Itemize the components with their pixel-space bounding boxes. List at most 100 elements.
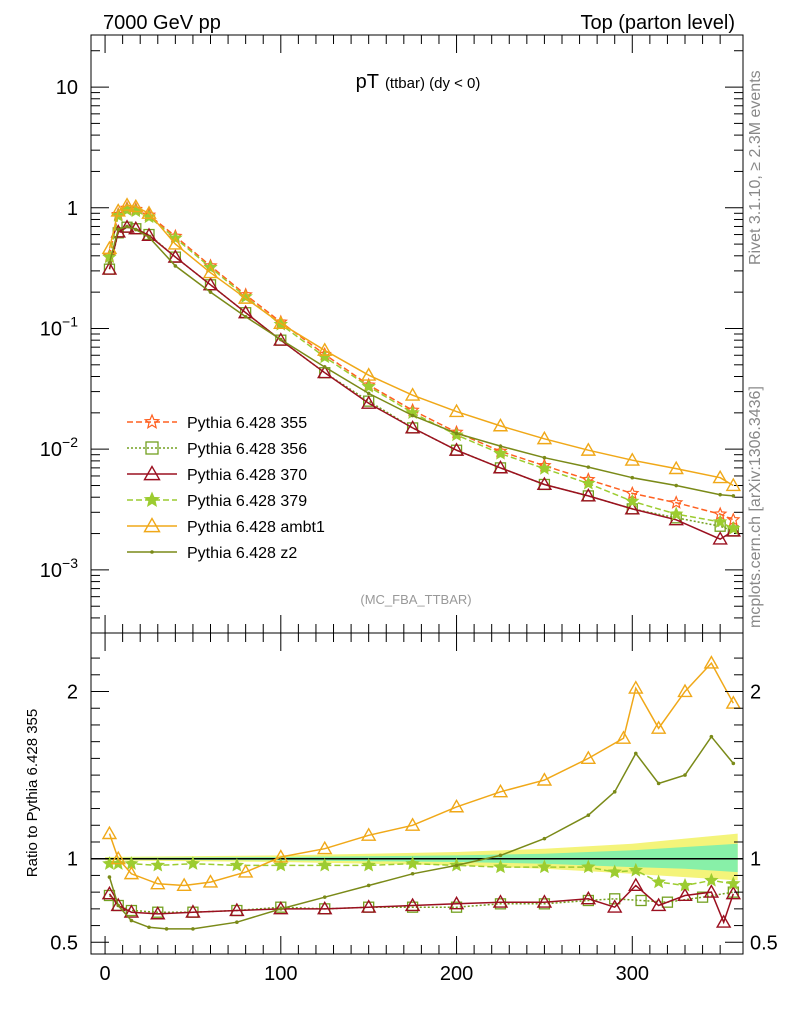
data-point-triangle [703,884,720,898]
x-tick-label: 100 [264,963,297,985]
main-series [101,197,742,545]
data-point-triangle [360,395,377,409]
data-point-star [273,857,288,872]
data-point-triangle [492,459,509,474]
y-tick-label-exp: −3 [62,555,78,571]
data-point-dot [147,235,151,240]
data-point-star [625,493,640,508]
data-point-triangle [360,899,377,913]
series-line [108,884,735,925]
data-point-triangle [628,877,644,892]
y-tick-label-exp: −1 [62,313,78,329]
data-point-triangle [650,897,667,912]
data-point-star [361,379,376,393]
header-left: 7000 GeV pp [103,12,221,34]
data-point-triangle [101,825,118,840]
data-point-dot [612,790,617,794]
data-point-dot [107,261,112,265]
data-point-triangle [202,276,219,291]
data-point-triangle [143,465,161,481]
data-point-triangle [624,501,640,515]
y-tick-label-exp: −2 [62,434,78,450]
data-point-triangle [360,367,377,381]
data-point-triangle [273,315,289,330]
data-point-triangle [580,488,597,502]
x-tick-label: 0 [99,963,110,985]
ratio-ylabel: Ratio to Pythia 6.428 355 [24,709,41,877]
data-point-dot [498,444,503,448]
data-point-triangle [167,249,184,263]
data-point-star [537,461,552,475]
data-point-triangle [273,849,289,863]
data-point-dot [542,836,547,841]
data-point-star [726,876,741,890]
y-tick-label-base: 10 [40,318,62,340]
legend-item: Pythia 6.428 356 [127,441,307,458]
data-point-triangle [725,885,742,900]
data-point-dot [731,494,736,498]
analysis-label: (MC_FBA_TTBAR) [360,592,471,607]
series-pythia-6-428-z2 [107,224,736,498]
data-point-dot [116,903,121,908]
data-point-triangle [143,517,161,533]
data-point-star [405,856,420,870]
ratio-plot-frame [90,632,744,955]
data-point-triangle [725,695,742,709]
legend-item: Pythia 6.428 379 [127,491,307,510]
data-point-dot [116,227,121,232]
data-point-triangle [185,904,201,918]
data-point-triangle [110,850,126,865]
data-point-dot [191,927,195,931]
data-point-triangle [141,205,157,219]
data-point-triangle [607,899,623,913]
legend-item: Pythia 6.428 ambt1 [127,517,325,536]
data-point-star [581,859,596,874]
data-point-square [661,896,674,908]
data-point-triangle [119,197,135,211]
data-point-triangle [448,442,465,456]
data-point-triangle [448,403,465,418]
data-point-triangle [317,364,333,379]
data-point-dot [279,907,283,911]
data-point-dot [134,227,138,232]
data-point-triangle [448,895,465,910]
data-point-dot [633,751,638,756]
data-point-triangle [668,460,684,475]
data-point-triangle [101,261,118,275]
data-point-dot [279,337,283,342]
series-pythia-6-428-370 [101,219,742,545]
data-point-triangle [580,750,597,764]
y-tick-label-base: 10 [40,560,62,582]
legend-label: Pythia 6.428 379 [187,493,307,510]
legend-item: Pythia 6.428 z2 [127,545,297,562]
data-point-dot [410,871,415,876]
data-point-dot [683,773,687,777]
data-point-triangle [202,874,219,888]
data-point-star [150,857,166,872]
data-point-dot [173,264,178,268]
data-point-triangle [273,332,289,346]
series-pythia-6-428-ambt1 [101,655,742,892]
series-line [108,226,734,540]
series-line [108,891,734,913]
y-tick-label: 10−1 [40,313,78,340]
data-point-star [628,862,643,877]
data-point-star [668,506,684,521]
data-point-dot [674,483,679,488]
y-tick-label: 10 [56,77,78,99]
data-point-dot [709,734,714,739]
data-point-dot [542,455,547,460]
data-point-star [110,208,126,222]
data-point-triangle [150,905,166,920]
data-point-dot [718,492,722,497]
data-point-triangle [703,655,720,669]
data-point-star [143,413,161,429]
data-point-triangle [404,420,421,434]
data-point-triangle [492,783,509,798]
data-point-star [581,475,596,490]
y-tick-label: 1 [67,198,78,220]
data-point-dot [366,883,371,888]
data-point-dot [147,925,151,930]
data-point-square [145,441,159,455]
data-point-dot [586,813,591,818]
